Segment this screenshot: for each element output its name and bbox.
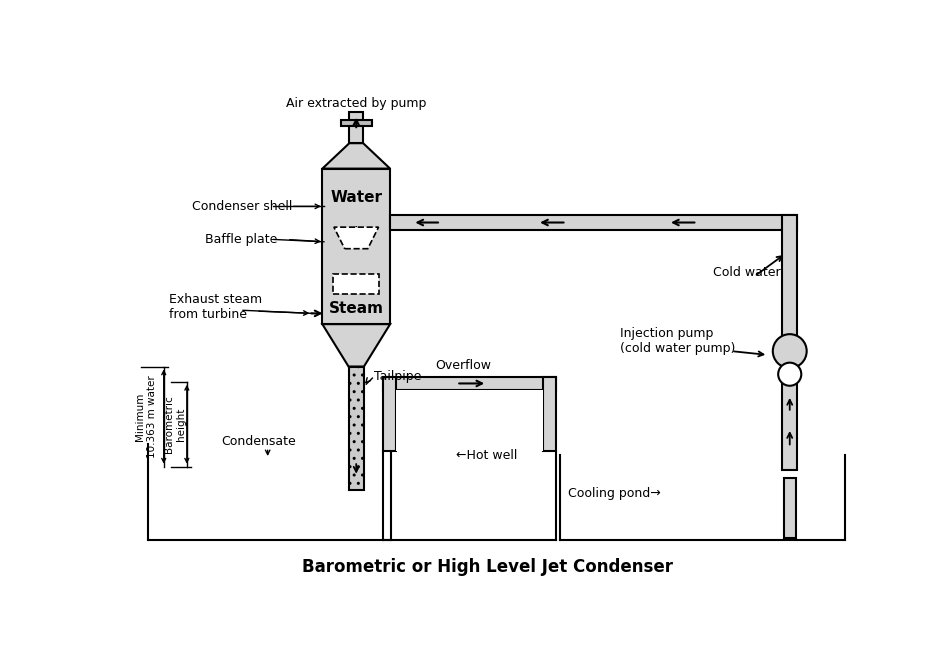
Text: Minimum
10.363 m water: Minimum 10.363 m water: [135, 375, 157, 458]
Text: Water: Water: [330, 190, 383, 205]
Text: Overflow: Overflow: [435, 359, 491, 372]
Text: Barometric
height: Barometric height: [165, 395, 186, 453]
Bar: [390, 215, 798, 230]
Text: Condenser shell: Condenser shell: [192, 200, 292, 213]
Bar: [349, 112, 363, 143]
Bar: [333, 274, 379, 294]
Circle shape: [773, 334, 806, 368]
Bar: [544, 376, 556, 451]
Bar: [149, 467, 389, 538]
Polygon shape: [323, 324, 390, 367]
Bar: [562, 478, 843, 538]
Bar: [341, 120, 371, 126]
Text: Air extracted by pump: Air extracted by pump: [286, 97, 426, 110]
Bar: [783, 478, 796, 538]
Text: Steam: Steam: [328, 301, 384, 316]
Bar: [782, 215, 798, 470]
Bar: [348, 367, 364, 490]
Text: Cooling pond→: Cooling pond→: [568, 487, 661, 500]
Text: Cold water: Cold water: [713, 266, 781, 279]
Text: Tailpipe: Tailpipe: [374, 370, 422, 383]
Circle shape: [778, 363, 802, 386]
Polygon shape: [334, 227, 379, 249]
Polygon shape: [323, 143, 390, 168]
Bar: [323, 168, 390, 324]
Text: Barometric or High Level Jet Condenser: Barometric or High Level Jet Condenser: [303, 558, 673, 575]
Text: Baffle plate: Baffle plate: [205, 233, 277, 246]
Bar: [385, 477, 555, 538]
Text: Exhaust steam
from turbine: Exhaust steam from turbine: [169, 294, 262, 321]
Bar: [383, 376, 396, 451]
Bar: [383, 376, 556, 389]
Bar: [396, 389, 544, 451]
Text: ←Hot well: ←Hot well: [456, 448, 518, 461]
Text: Injection pump
(cold water pump): Injection pump (cold water pump): [620, 327, 735, 355]
Text: Condensate: Condensate: [222, 435, 296, 448]
